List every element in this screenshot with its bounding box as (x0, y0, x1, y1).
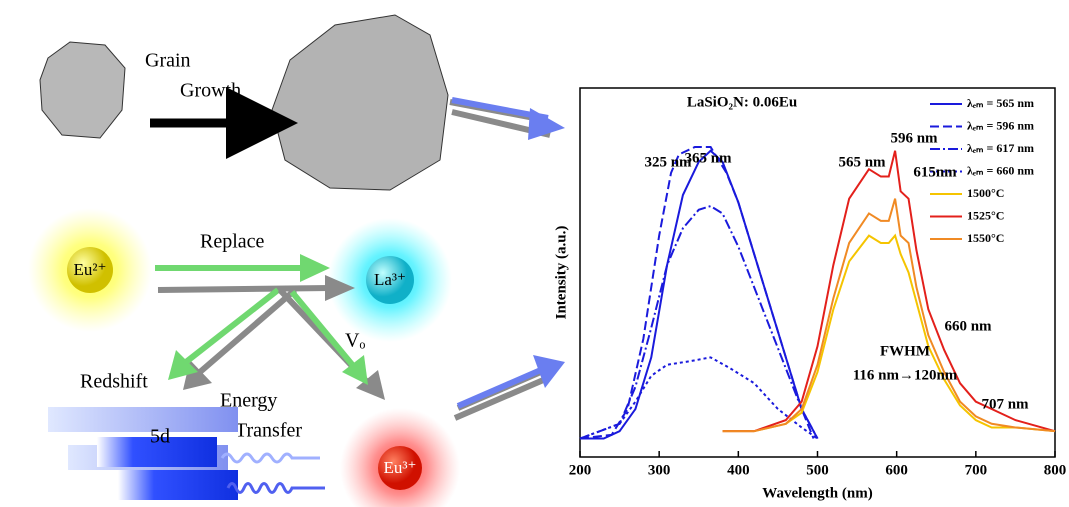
annotation: 615nm (913, 164, 957, 180)
label: Growth (180, 80, 241, 102)
figure: Grain Growth Eu²⁺ La³⁺ Eu³⁺ Replace Vₒ R… (0, 0, 1069, 507)
chart-title: LaSiO₂N: 0.06Eu (687, 94, 797, 110)
annotation: 116 nm→120nm (853, 367, 958, 383)
ion-label: Eu³⁺ (384, 458, 417, 477)
legend-label: λₑₘ = 596 nm (967, 118, 1034, 132)
arrow (200, 290, 295, 372)
x-tick-label: 700 (965, 462, 988, 478)
arrow (158, 288, 330, 290)
legend-label: 1525°C (967, 208, 1004, 222)
label: Replace (200, 231, 265, 253)
diagram: Grain Growth Eu²⁺ La³⁺ Eu³⁺ Replace Vₒ R… (28, 15, 565, 507)
wave (228, 484, 325, 493)
legend-label: 1500°C (967, 186, 1004, 200)
x-tick-label: 200 (569, 462, 592, 478)
x-tick-label: 300 (648, 462, 671, 478)
legend-label: λₑₘ = 565 nm (967, 96, 1034, 110)
annotation: 596 nm (890, 130, 938, 146)
legend-label: λₑₘ = 617 nm (967, 141, 1034, 155)
annotation: 565 nm (838, 154, 886, 170)
ion-label: Eu²⁺ (74, 260, 107, 279)
spectrum-line (580, 151, 818, 439)
spectrum-line (580, 357, 818, 438)
annotation: 660 nm (944, 318, 992, 334)
level-bar (118, 470, 238, 500)
y-axis-label: Intensity (a.u.) (553, 226, 569, 320)
spectrum-line (580, 147, 814, 439)
wave (222, 454, 320, 462)
x-tick-label: 500 (806, 462, 829, 478)
label: 5d (150, 426, 170, 448)
label: Grain (145, 50, 191, 72)
level-bar (48, 407, 238, 432)
ion-label: La³⁺ (374, 270, 406, 289)
x-tick-label: 600 (885, 462, 908, 478)
arrow (186, 290, 278, 362)
annotation: 365 nm (684, 150, 732, 166)
label: Vₒ (345, 330, 365, 352)
x-tick-label: 800 (1044, 462, 1067, 478)
x-axis-label: Wavelength (nm) (762, 485, 872, 501)
annotation: 707 nm (981, 396, 1029, 412)
small-grain (40, 42, 125, 138)
arrow (455, 368, 550, 418)
spectrum-line (580, 206, 818, 438)
legend-label: λₑₘ = 660 nm (967, 163, 1034, 177)
label: Transfer (235, 420, 302, 442)
label: Redshift (80, 371, 148, 393)
spectrum-line (723, 151, 1056, 431)
plot: 200 300 400 500 600 700 800 Wavelength (nm) Inte… (553, 88, 1066, 501)
legend-label: 1550°C (967, 231, 1004, 245)
annotation: FWHM (880, 343, 930, 359)
large-grain (272, 15, 448, 190)
x-tick-label: 400 (727, 462, 750, 478)
